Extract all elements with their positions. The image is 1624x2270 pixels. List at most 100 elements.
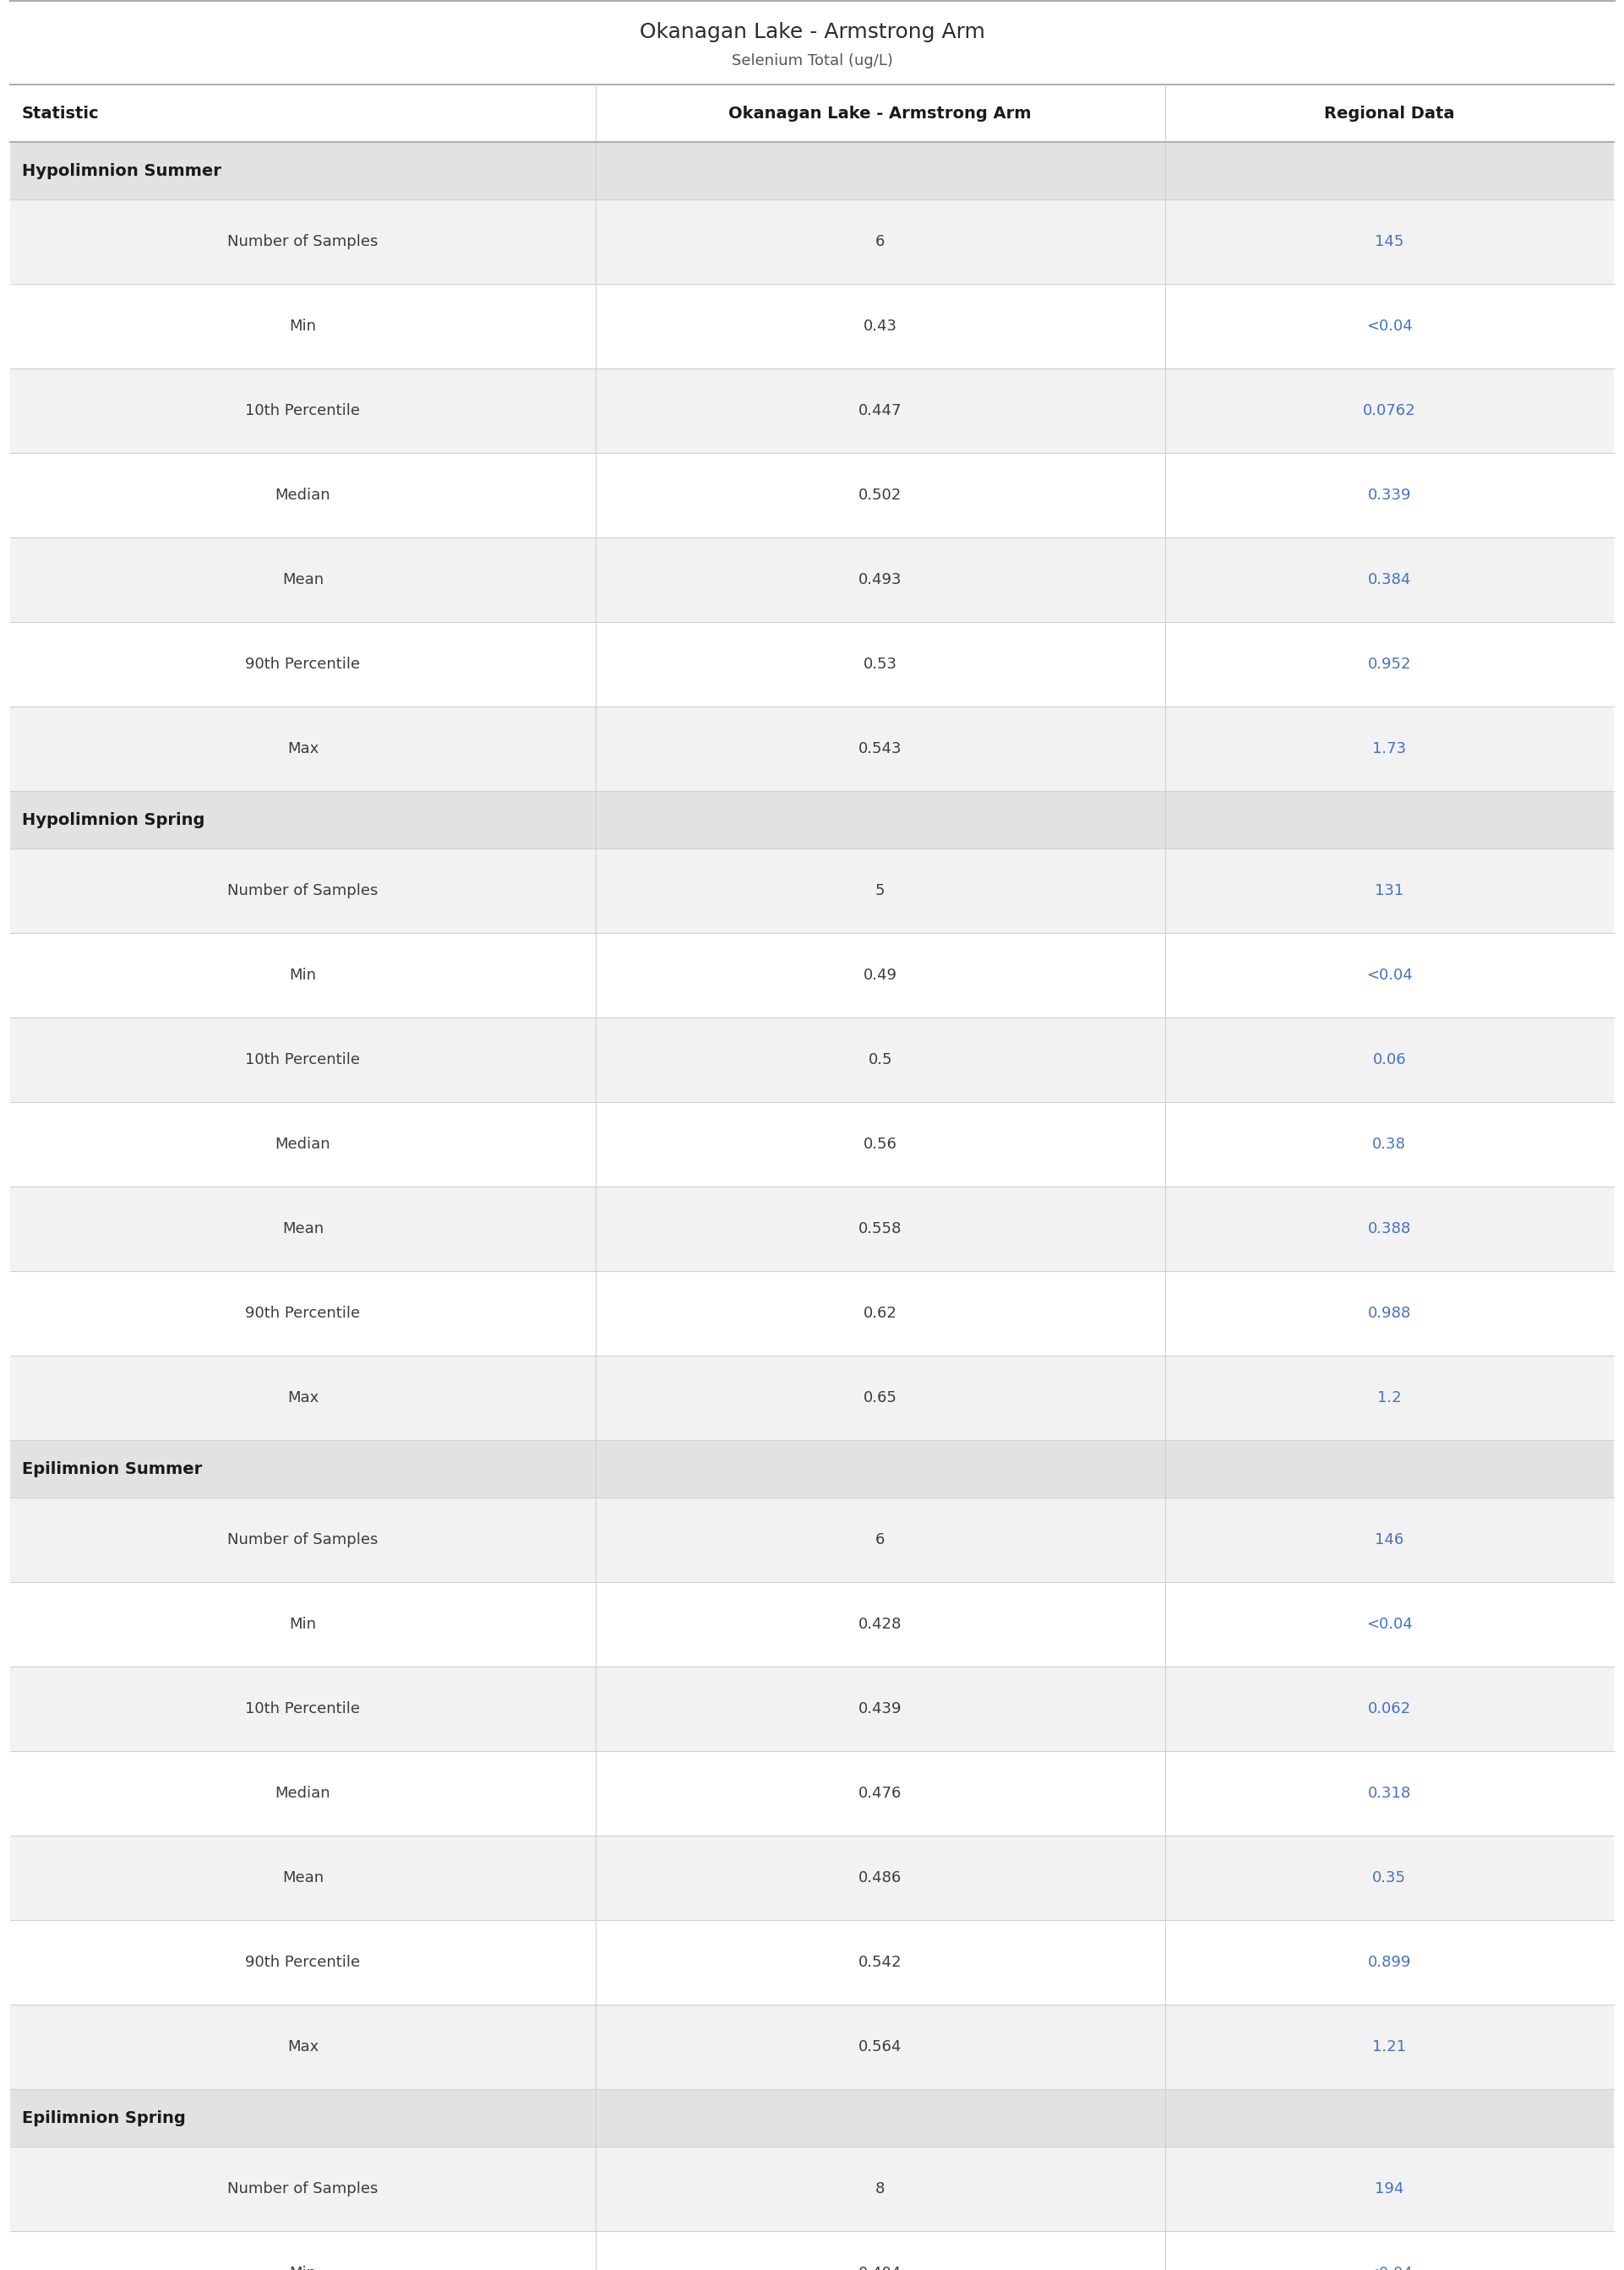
Text: 0.486: 0.486	[859, 1870, 901, 1886]
Text: 90th Percentile: 90th Percentile	[245, 1305, 361, 1321]
Text: 10th Percentile: 10th Percentile	[245, 404, 361, 418]
Text: Number of Samples: Number of Samples	[227, 883, 378, 899]
Text: Min: Min	[289, 967, 317, 983]
Bar	[10, 1101, 1614, 1187]
Bar	[10, 1439, 1614, 1498]
Text: 146: 146	[1376, 1532, 1403, 1548]
Text: 1.73: 1.73	[1372, 742, 1406, 756]
Text: 0.384: 0.384	[1367, 572, 1411, 588]
Text: 10th Percentile: 10th Percentile	[245, 1053, 361, 1067]
Text: Epilimnion Spring: Epilimnion Spring	[23, 2109, 185, 2127]
Text: 1.21: 1.21	[1372, 2038, 1406, 2054]
Text: 0.35: 0.35	[1372, 1870, 1406, 1886]
Text: 0.0762: 0.0762	[1363, 404, 1416, 418]
Text: 90th Percentile: 90th Percentile	[245, 1954, 361, 1970]
Text: Statistic: Statistic	[23, 104, 99, 120]
Text: 6: 6	[875, 1532, 885, 1548]
Text: 0.543: 0.543	[859, 742, 901, 756]
Text: 194: 194	[1376, 2181, 1403, 2197]
Text: 0.53: 0.53	[864, 656, 896, 672]
Text: 0.502: 0.502	[859, 488, 901, 504]
Text: Selenium Total (ug/L): Selenium Total (ug/L)	[731, 52, 893, 68]
Text: 0.339: 0.339	[1367, 488, 1411, 504]
Bar	[10, 538, 1614, 622]
Text: 0.493: 0.493	[859, 572, 901, 588]
Bar	[10, 849, 1614, 933]
Text: Max: Max	[287, 742, 318, 756]
Bar	[10, 84, 1614, 143]
Bar	[10, 2147, 1614, 2231]
Text: 0.952: 0.952	[1367, 656, 1411, 672]
Bar	[10, 1017, 1614, 1101]
Text: <0.04: <0.04	[1366, 967, 1413, 983]
Text: 0.428: 0.428	[859, 1616, 901, 1632]
Bar	[10, 143, 1614, 200]
Bar	[10, 368, 1614, 454]
Text: Median: Median	[274, 1137, 331, 1151]
Bar	[10, 1355, 1614, 1439]
Bar	[10, 454, 1614, 538]
Bar	[10, 1836, 1614, 1920]
Bar	[10, 2004, 1614, 2088]
Text: 0.476: 0.476	[859, 1786, 901, 1800]
Text: Min: Min	[289, 1616, 317, 1632]
Text: Mean: Mean	[283, 572, 323, 588]
Bar	[10, 2231, 1614, 2270]
Text: Number of Samples: Number of Samples	[227, 234, 378, 250]
Bar	[10, 622, 1614, 706]
Bar	[10, 1498, 1614, 1582]
Text: 8: 8	[875, 2181, 885, 2197]
Text: Max: Max	[287, 1389, 318, 1405]
Bar	[10, 0, 1614, 84]
Text: 145: 145	[1376, 234, 1403, 250]
Bar	[10, 1271, 1614, 1355]
Text: 0.5: 0.5	[869, 1053, 892, 1067]
Text: Hypolimnion Spring: Hypolimnion Spring	[23, 813, 205, 829]
Text: <0.04: <0.04	[1366, 2265, 1413, 2270]
Text: 0.06: 0.06	[1372, 1053, 1406, 1067]
Text: 0.65: 0.65	[864, 1389, 896, 1405]
Text: 0.988: 0.988	[1367, 1305, 1411, 1321]
Text: 0.388: 0.388	[1367, 1221, 1411, 1237]
Text: 10th Percentile: 10th Percentile	[245, 1700, 361, 1716]
Bar	[10, 706, 1614, 790]
Text: 6: 6	[875, 234, 885, 250]
Text: 0.43: 0.43	[864, 318, 896, 334]
Text: Epilimnion Summer: Epilimnion Summer	[23, 1462, 201, 1478]
Bar	[10, 1582, 1614, 1666]
Text: 90th Percentile: 90th Percentile	[245, 656, 361, 672]
Text: 0.439: 0.439	[859, 1700, 901, 1716]
Bar	[10, 933, 1614, 1017]
Text: Hypolimnion Summer: Hypolimnion Summer	[23, 163, 221, 179]
Bar	[10, 200, 1614, 284]
Text: 0.49: 0.49	[864, 967, 896, 983]
Bar	[10, 1750, 1614, 1836]
Text: 0.56: 0.56	[864, 1137, 896, 1151]
Text: 0.899: 0.899	[1367, 1954, 1411, 1970]
Bar	[10, 2088, 1614, 2147]
Bar	[10, 790, 1614, 849]
Text: 0.447: 0.447	[859, 404, 901, 418]
Bar	[10, 1666, 1614, 1750]
Text: Min: Min	[289, 2265, 317, 2270]
Text: Mean: Mean	[283, 1221, 323, 1237]
Text: 0.564: 0.564	[859, 2038, 901, 2054]
Text: Number of Samples: Number of Samples	[227, 2181, 378, 2197]
Text: Median: Median	[274, 488, 331, 504]
Text: 0.62: 0.62	[864, 1305, 896, 1321]
Text: 1.2: 1.2	[1377, 1389, 1402, 1405]
Text: Okanagan Lake - Armstrong Arm: Okanagan Lake - Armstrong Arm	[729, 104, 1031, 120]
Text: Median: Median	[274, 1786, 331, 1800]
Text: 0.558: 0.558	[859, 1221, 901, 1237]
Text: Mean: Mean	[283, 1870, 323, 1886]
Bar	[10, 284, 1614, 368]
Text: 131: 131	[1376, 883, 1403, 899]
Text: Number of Samples: Number of Samples	[227, 1532, 378, 1548]
Bar	[10, 1920, 1614, 2004]
Bar	[10, 1187, 1614, 1271]
Text: 0.404: 0.404	[859, 2265, 901, 2270]
Text: 0.062: 0.062	[1367, 1700, 1411, 1716]
Text: Regional Data: Regional Data	[1324, 104, 1455, 120]
Text: Okanagan Lake - Armstrong Arm: Okanagan Lake - Armstrong Arm	[640, 23, 984, 43]
Text: Max: Max	[287, 2038, 318, 2054]
